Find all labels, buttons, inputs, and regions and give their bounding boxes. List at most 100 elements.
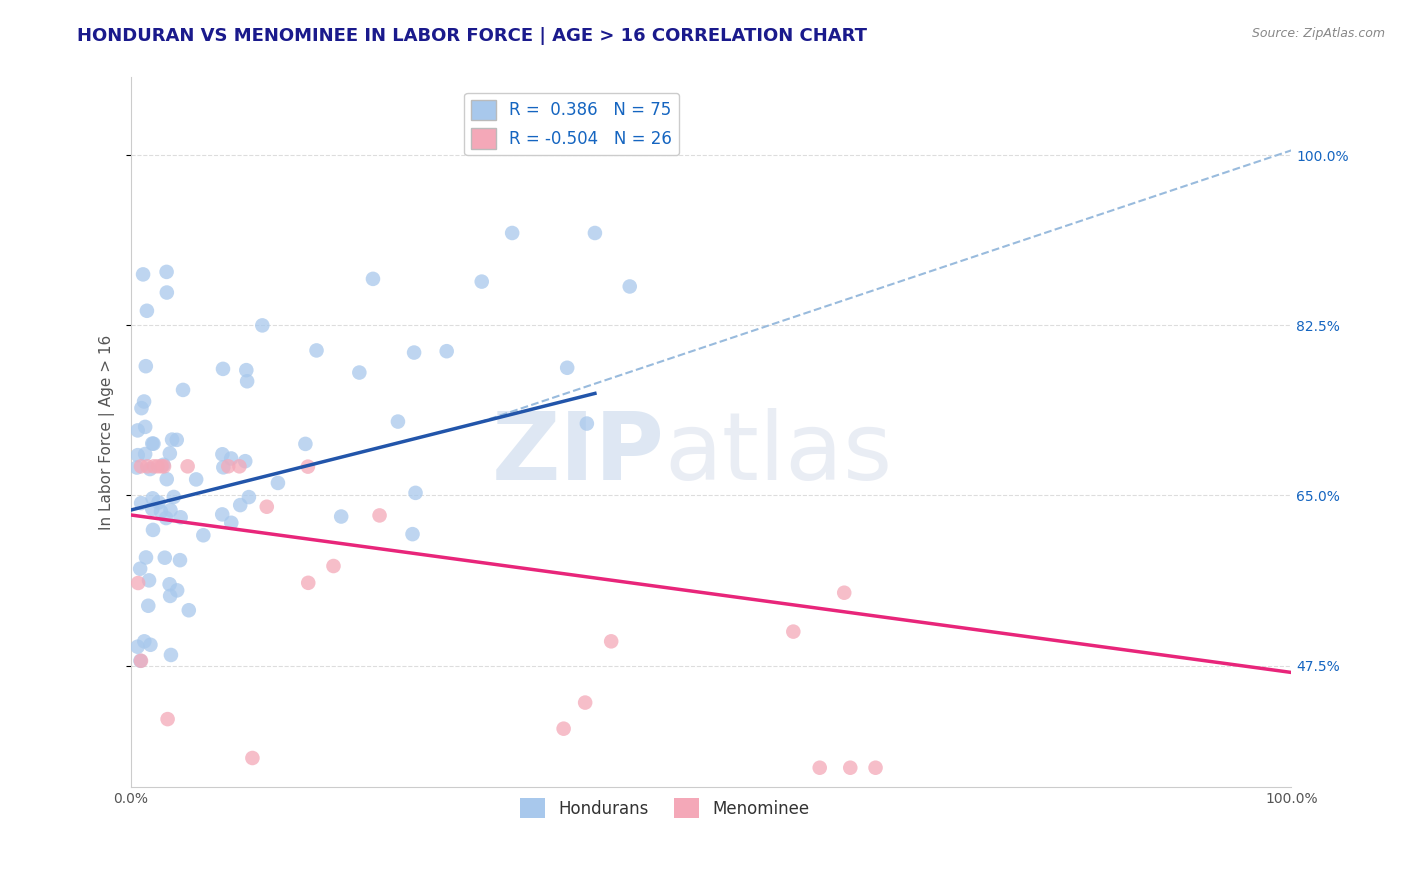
Point <box>212 460 235 475</box>
Point <box>235 363 257 377</box>
Point <box>135 550 157 565</box>
Point <box>129 654 152 668</box>
Point <box>127 448 149 462</box>
Point <box>159 503 181 517</box>
Point <box>129 562 152 576</box>
Point <box>129 654 152 668</box>
Point <box>148 495 170 509</box>
Point <box>172 383 194 397</box>
Point <box>782 624 804 639</box>
Point <box>211 447 233 461</box>
Point <box>212 362 235 376</box>
Point <box>160 648 183 662</box>
Point <box>149 505 172 519</box>
Point <box>555 360 578 375</box>
Point <box>127 576 149 591</box>
Point <box>233 454 256 468</box>
Point <box>136 459 159 474</box>
Y-axis label: In Labor Force | Age > 16: In Labor Force | Age > 16 <box>100 334 115 530</box>
Point <box>159 446 181 460</box>
Text: atlas: atlas <box>665 408 893 500</box>
Point <box>211 508 233 522</box>
Point <box>404 345 426 359</box>
Point <box>600 634 623 648</box>
Point <box>297 575 319 590</box>
Point <box>219 451 242 466</box>
Point <box>361 272 384 286</box>
Point <box>159 577 181 591</box>
Point <box>839 761 862 775</box>
Point <box>152 458 174 472</box>
Point <box>139 462 162 476</box>
Point <box>405 486 427 500</box>
Point <box>387 415 409 429</box>
Point <box>135 303 157 318</box>
Point <box>193 528 215 542</box>
Point <box>127 640 149 654</box>
Point <box>155 511 177 525</box>
Point <box>156 712 179 726</box>
Point <box>142 436 165 450</box>
Point <box>135 359 157 374</box>
Point <box>297 459 319 474</box>
Text: Source: ZipAtlas.com: Source: ZipAtlas.com <box>1251 27 1385 40</box>
Point <box>159 589 181 603</box>
Point <box>125 460 148 475</box>
Point <box>619 279 641 293</box>
Point <box>177 603 200 617</box>
Point <box>160 433 183 447</box>
Point <box>553 722 575 736</box>
Legend: Hondurans, Menominee: Hondurans, Menominee <box>513 791 815 825</box>
Point <box>134 447 156 461</box>
Point <box>256 500 278 514</box>
Point <box>138 574 160 588</box>
Point <box>832 585 855 599</box>
Point <box>150 459 173 474</box>
Point <box>471 275 494 289</box>
Point <box>155 265 177 279</box>
Point <box>575 417 598 431</box>
Point <box>322 559 344 574</box>
Point <box>169 510 191 524</box>
Point <box>501 226 523 240</box>
Point <box>294 437 316 451</box>
Point <box>267 475 290 490</box>
Point <box>176 459 198 474</box>
Point <box>238 490 260 504</box>
Point <box>349 366 371 380</box>
Text: ZIP: ZIP <box>492 408 665 500</box>
Point <box>132 394 155 409</box>
Point <box>142 459 165 474</box>
Point <box>142 491 165 506</box>
Point <box>808 761 831 775</box>
Point <box>236 374 259 388</box>
Point <box>186 472 208 486</box>
Point <box>141 502 163 516</box>
Point <box>330 509 353 524</box>
Point <box>127 424 149 438</box>
Point <box>368 508 391 523</box>
Point <box>574 696 596 710</box>
Text: HONDURAN VS MENOMINEE IN LABOR FORCE | AGE > 16 CORRELATION CHART: HONDURAN VS MENOMINEE IN LABOR FORCE | A… <box>77 27 868 45</box>
Point <box>156 285 179 300</box>
Point <box>242 751 264 765</box>
Point <box>139 638 162 652</box>
Point <box>865 761 887 775</box>
Point <box>146 459 169 474</box>
Point <box>156 472 179 486</box>
Point <box>136 599 159 613</box>
Point <box>153 550 176 565</box>
Point <box>153 459 176 474</box>
Point <box>252 318 274 333</box>
Point <box>436 344 458 359</box>
Point <box>131 401 153 416</box>
Point <box>228 459 250 474</box>
Point <box>219 516 242 530</box>
Point <box>166 583 188 598</box>
Point <box>129 496 152 510</box>
Point <box>583 226 606 240</box>
Point <box>166 433 188 447</box>
Point <box>142 523 165 537</box>
Point <box>305 343 328 358</box>
Point <box>401 527 423 541</box>
